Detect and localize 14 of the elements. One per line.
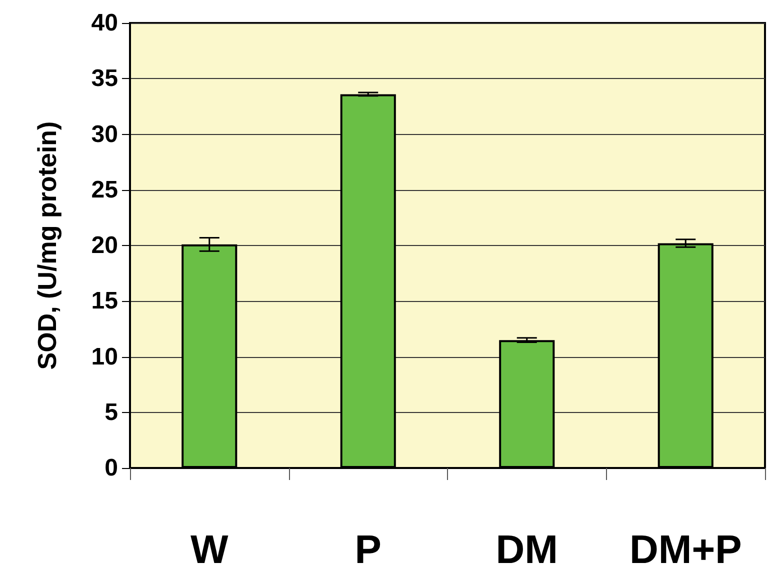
y-tick-label: 25 [91, 176, 118, 204]
y-tick-label: 15 [91, 288, 118, 315]
y-tick-label: 30 [91, 120, 118, 148]
y-tick-label: 0 [104, 454, 118, 482]
y-tick-label: 20 [91, 232, 118, 259]
x-tick-label: W [190, 528, 228, 572]
x-tick-label: DM+P [630, 528, 742, 572]
y-axis-title: SOD, (U/mg protein) [32, 121, 62, 370]
y-tick-label: 35 [91, 65, 118, 92]
y-tick-label: 10 [91, 343, 118, 370]
x-tick-label: DM [496, 528, 558, 572]
y-tick-label: 40 [91, 10, 118, 36]
y-tick-label: 5 [104, 398, 118, 426]
x-tick-label: P [354, 528, 382, 572]
